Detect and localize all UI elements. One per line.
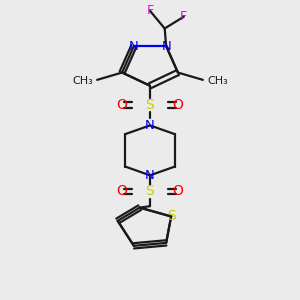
Text: CH₃: CH₃ [72, 76, 93, 86]
Text: N: N [145, 169, 155, 182]
Text: N: N [161, 40, 171, 52]
Text: O: O [117, 98, 128, 112]
Text: N: N [129, 40, 139, 52]
Text: O: O [117, 184, 128, 199]
Text: S: S [146, 98, 154, 112]
Text: F: F [146, 4, 154, 17]
Text: S: S [146, 184, 154, 199]
Text: O: O [172, 184, 183, 199]
Text: S: S [167, 209, 176, 224]
Text: N: N [145, 119, 155, 132]
Text: F: F [180, 10, 187, 23]
Text: CH₃: CH₃ [207, 76, 228, 86]
Text: O: O [172, 98, 183, 112]
